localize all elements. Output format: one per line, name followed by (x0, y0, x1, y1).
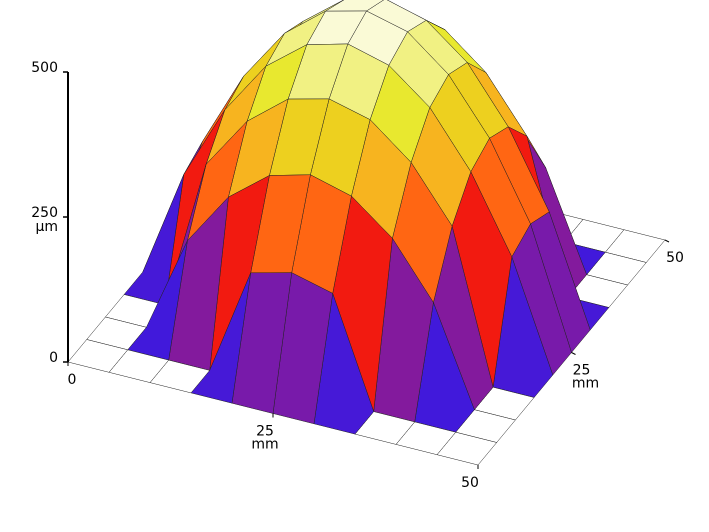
x-tick-label: 0 (68, 372, 77, 388)
y-axis-label: mm (572, 376, 599, 392)
y-tick (664, 239, 670, 243)
y-tick-label: 25 (573, 363, 591, 379)
surface-cell (67, 339, 128, 373)
x-tick-label: 25 (256, 424, 274, 440)
surface (67, 0, 666, 466)
z-tick-label: 250 (31, 205, 58, 221)
z-tick-label: 500 (31, 60, 58, 76)
x-tick-label: 50 (461, 475, 479, 491)
x-axis-label: mm (251, 437, 278, 453)
z-tick-label: 0 (49, 350, 58, 366)
y-tick-label: 50 (666, 250, 684, 266)
z-axis-label: µm (35, 219, 58, 235)
y-tick (571, 352, 576, 355)
